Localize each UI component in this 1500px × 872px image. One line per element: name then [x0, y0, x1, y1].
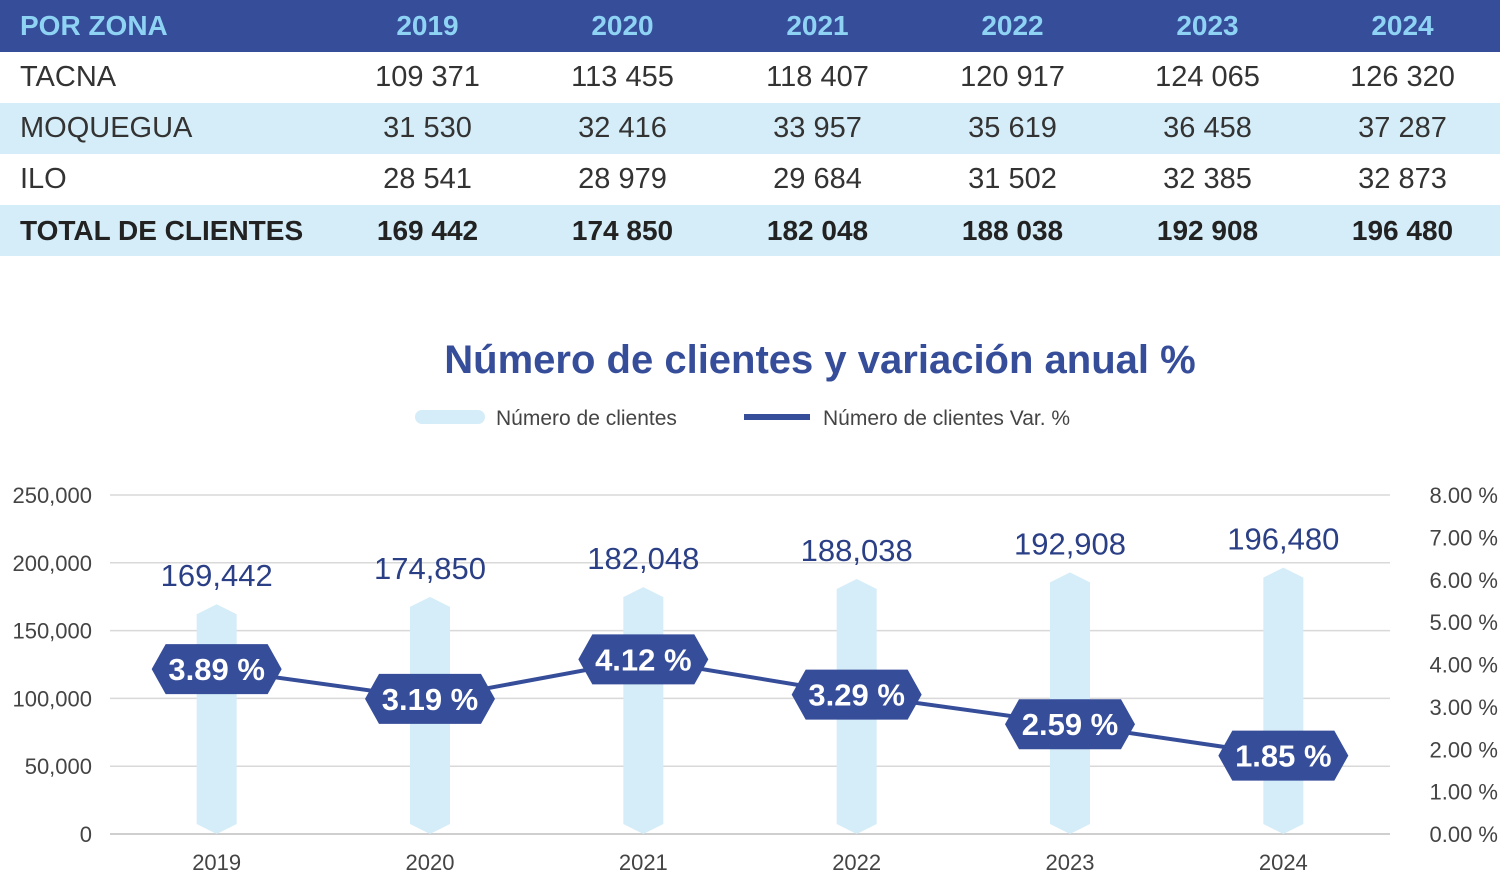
chart-legend: Número de clientes Número de clientes Va… — [415, 407, 1070, 430]
y-left-tick-label: 200,000 — [12, 551, 92, 576]
y-left-tick-label: 250,000 — [12, 483, 92, 508]
x-tick-label: 2023 — [1046, 850, 1095, 872]
header-year: 2020 — [525, 0, 720, 52]
header-year: 2023 — [1110, 0, 1305, 52]
table-cell: 118 407 — [766, 61, 869, 93]
x-tick-label: 2020 — [406, 850, 455, 872]
table-cell: 37 287 — [1305, 103, 1500, 154]
data-point-label: 4.12 % — [595, 642, 692, 677]
y-right-tick-label: 1.00 % — [1430, 780, 1499, 805]
table-cell: 28 979 — [578, 163, 667, 195]
table-cell: 35 619 — [915, 103, 1110, 154]
header-zone: POR ZONA — [0, 0, 330, 52]
zone-name: TACNA — [20, 61, 117, 93]
table-cell: 31 530 — [330, 103, 525, 154]
legend-label-bars: Número de clientes — [496, 407, 677, 430]
bar-value-label: 192,908 — [1014, 526, 1126, 561]
y-right-tick-label: 8.00 % — [1430, 483, 1499, 508]
data-point-label: 3.19 % — [382, 682, 479, 717]
header-year: 2024 — [1305, 0, 1500, 52]
total-cell: 196 480 — [1305, 205, 1500, 256]
y-right-tick-label: 7.00 % — [1430, 525, 1499, 550]
y-right-tick-label: 5.00 % — [1430, 610, 1499, 635]
table-cell: 28 541 — [383, 163, 472, 195]
total-cell: 174 850 — [525, 205, 720, 256]
bar — [196, 604, 237, 834]
table-row-total: TOTAL DE CLIENTES 169 442 174 850 182 04… — [0, 205, 1500, 256]
y-left-tick-label: 100,000 — [12, 686, 92, 711]
data-point-marker — [791, 669, 922, 720]
table-cell: 124 065 — [1155, 61, 1260, 93]
table-cell: 109 371 — [375, 61, 480, 93]
table-cell: 33 957 — [720, 103, 915, 154]
data-point-marker — [1218, 730, 1349, 781]
legend-swatch-line — [744, 414, 810, 420]
header-year: 2019 — [330, 0, 525, 52]
table-row-ilo: ILO 28 541 28 979 29 684 31 502 32 385 3… — [0, 154, 1500, 205]
total-cell: 169 442 — [330, 205, 525, 256]
data-point-label: 3.89 % — [168, 652, 265, 687]
data-point-marker — [578, 634, 709, 685]
data-point-marker — [1005, 699, 1135, 750]
y-right-tick-label: 4.00 % — [1430, 653, 1499, 678]
table-cell: 32 385 — [1163, 163, 1252, 195]
bar-value-label: 169,442 — [161, 558, 273, 593]
table-row-moquegua: MOQUEGUA 31 530 32 416 33 957 35 619 36 … — [0, 103, 1500, 154]
bar-value-label: 182,048 — [587, 541, 699, 576]
bar-value-label: 196,480 — [1227, 522, 1339, 557]
y-right-tick-label: 3.00 % — [1430, 695, 1499, 720]
zone-name: ILO — [20, 163, 67, 195]
table-cell: 32 416 — [525, 103, 720, 154]
table-cell: 31 502 — [968, 163, 1057, 195]
table-cell: 113 455 — [571, 61, 674, 93]
chart-title: Número de clientes y variación anual % — [444, 338, 1195, 382]
y-right-tick-label: 0.00 % — [1430, 822, 1499, 847]
header-year: 2022 — [915, 0, 1110, 52]
legend-label-line: Número de clientes Var. % — [823, 407, 1070, 430]
data-point-marker — [365, 673, 495, 724]
x-tick-label: 2021 — [619, 850, 668, 872]
legend-swatch-bars — [415, 410, 485, 424]
table-cell: 29 684 — [773, 163, 862, 195]
total-label: TOTAL DE CLIENTES — [0, 205, 330, 256]
bar — [1263, 567, 1304, 834]
y-left-tick-label: 150,000 — [12, 619, 92, 644]
y-right-tick-label: 6.00 % — [1430, 568, 1499, 593]
table-cell: 126 320 — [1350, 61, 1455, 93]
table-row-tacna: TACNA 109 371 113 455 118 407 120 917 12… — [0, 52, 1500, 103]
data-point-label: 1.85 % — [1235, 739, 1332, 774]
total-cell: 188 038 — [915, 205, 1110, 256]
data-point-marker — [151, 644, 282, 695]
total-cell: 192 908 — [1110, 205, 1305, 256]
x-tick-label: 2022 — [832, 850, 881, 872]
y-left-tick-label: 0 — [80, 822, 92, 847]
bar-value-label: 174,850 — [374, 551, 486, 586]
y-right-tick-label: 2.00 % — [1430, 737, 1499, 762]
table-cell: 32 873 — [1358, 163, 1447, 195]
total-cell: 182 048 — [720, 205, 915, 256]
bar-value-label: 188,038 — [801, 533, 913, 568]
table-header-row: POR ZONA 2019 2020 2021 2022 2023 2024 — [0, 0, 1500, 52]
data-point-label: 2.59 % — [1022, 707, 1119, 742]
bar — [623, 587, 664, 834]
header-year: 2021 — [720, 0, 915, 52]
x-tick-label: 2024 — [1259, 850, 1308, 872]
data-point-label: 3.29 % — [808, 678, 905, 713]
zone-name: MOQUEGUA — [0, 103, 330, 154]
clients-by-zone-table: POR ZONA 2019 2020 2021 2022 2023 2024 T… — [0, 0, 1500, 256]
y-left-tick-label: 50,000 — [25, 754, 92, 779]
x-tick-label: 2019 — [192, 850, 241, 872]
table-cell: 120 917 — [960, 61, 1065, 93]
table-cell: 36 458 — [1110, 103, 1305, 154]
